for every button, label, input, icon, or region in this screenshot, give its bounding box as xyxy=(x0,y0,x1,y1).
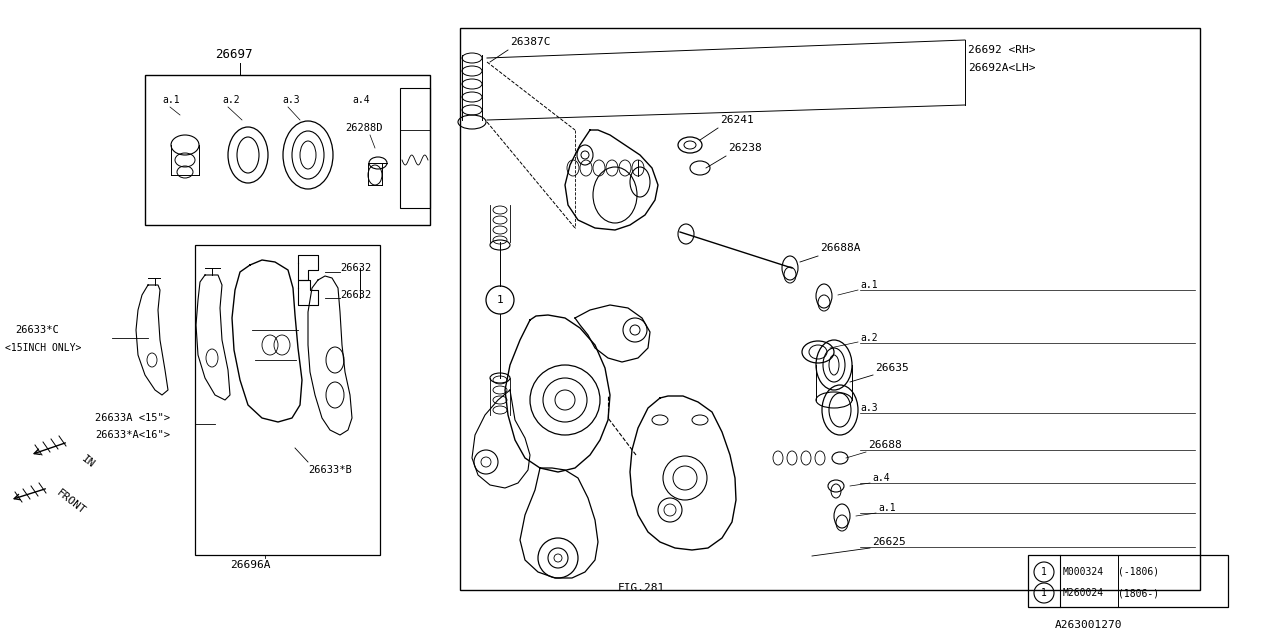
Bar xyxy=(401,88,430,208)
Text: a.1: a.1 xyxy=(878,503,896,513)
Text: FRONT: FRONT xyxy=(55,488,88,516)
Text: 26633*B: 26633*B xyxy=(308,465,352,475)
Text: a.1: a.1 xyxy=(163,95,179,105)
Text: a.2: a.2 xyxy=(221,95,239,105)
Text: 26688A: 26688A xyxy=(820,243,860,253)
Text: 26625: 26625 xyxy=(872,537,906,547)
Text: 26696A: 26696A xyxy=(230,560,270,570)
Text: 26238: 26238 xyxy=(728,143,762,153)
Text: M000324: M000324 xyxy=(1062,567,1105,577)
Text: 26633*A<16">: 26633*A<16"> xyxy=(95,430,170,440)
Text: 26633*C: 26633*C xyxy=(15,325,59,335)
Text: a.2: a.2 xyxy=(860,333,878,343)
Text: 26632: 26632 xyxy=(340,290,371,300)
Bar xyxy=(1028,555,1228,607)
Text: 26387C: 26387C xyxy=(509,37,550,47)
Text: 26633A <15">: 26633A <15"> xyxy=(95,413,170,423)
Text: A263001270: A263001270 xyxy=(1055,620,1123,630)
Text: a.3: a.3 xyxy=(860,403,878,413)
Bar xyxy=(460,28,1201,590)
Text: a.4: a.4 xyxy=(352,95,370,105)
Text: 26692 <RH>: 26692 <RH> xyxy=(968,45,1036,55)
Text: 26635: 26635 xyxy=(876,363,909,373)
Bar xyxy=(195,245,380,555)
Text: 1: 1 xyxy=(1041,588,1047,598)
Text: 26688: 26688 xyxy=(868,440,901,450)
Text: 26241: 26241 xyxy=(721,115,754,125)
Text: a.3: a.3 xyxy=(282,95,300,105)
Text: a.4: a.4 xyxy=(872,473,890,483)
Text: FIG.281: FIG.281 xyxy=(618,583,666,593)
Text: IN: IN xyxy=(81,454,97,470)
Text: M260024: M260024 xyxy=(1062,588,1105,598)
Text: a.1: a.1 xyxy=(860,280,878,290)
Text: 26692A<LH>: 26692A<LH> xyxy=(968,63,1036,73)
Text: (-1806): (-1806) xyxy=(1117,567,1160,577)
Text: 26697: 26697 xyxy=(215,49,252,61)
Text: 1: 1 xyxy=(497,295,503,305)
Text: 1: 1 xyxy=(1041,567,1047,577)
Text: (1806-): (1806-) xyxy=(1117,588,1160,598)
Bar xyxy=(145,75,430,225)
Text: 26632: 26632 xyxy=(340,263,371,273)
Text: <15INCH ONLY>: <15INCH ONLY> xyxy=(5,343,82,353)
Text: 26288D: 26288D xyxy=(346,123,383,133)
